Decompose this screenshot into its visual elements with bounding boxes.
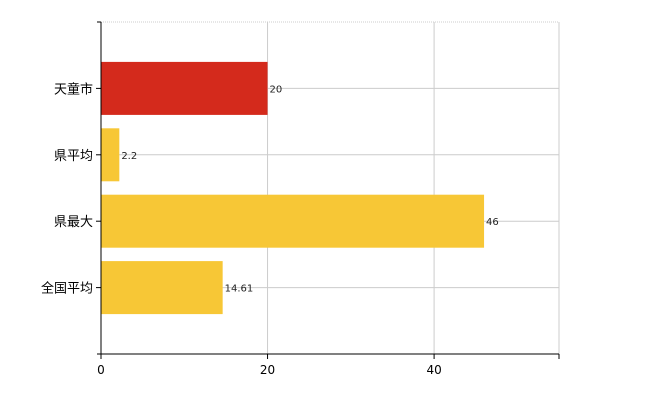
- category-label: 天童市: [54, 81, 93, 97]
- bar: [101, 194, 485, 248]
- x-tick-label: 20: [260, 363, 275, 377]
- bars-group: [101, 61, 485, 315]
- data-label: 46: [486, 217, 499, 228]
- data-label: 14.61: [225, 284, 254, 295]
- bar: [101, 128, 120, 182]
- axes-group: [96, 21, 560, 359]
- category-label: 県最大: [54, 215, 93, 230]
- x-tick-label: 0: [97, 363, 105, 377]
- category-label: 全国平均: [41, 281, 93, 297]
- data-label: 20: [270, 84, 283, 95]
- x-tick-label: 40: [426, 363, 441, 377]
- bar: [101, 61, 268, 115]
- category-label: 県平均: [54, 149, 93, 164]
- bar: [101, 261, 223, 315]
- data-label: 2.2: [121, 151, 137, 162]
